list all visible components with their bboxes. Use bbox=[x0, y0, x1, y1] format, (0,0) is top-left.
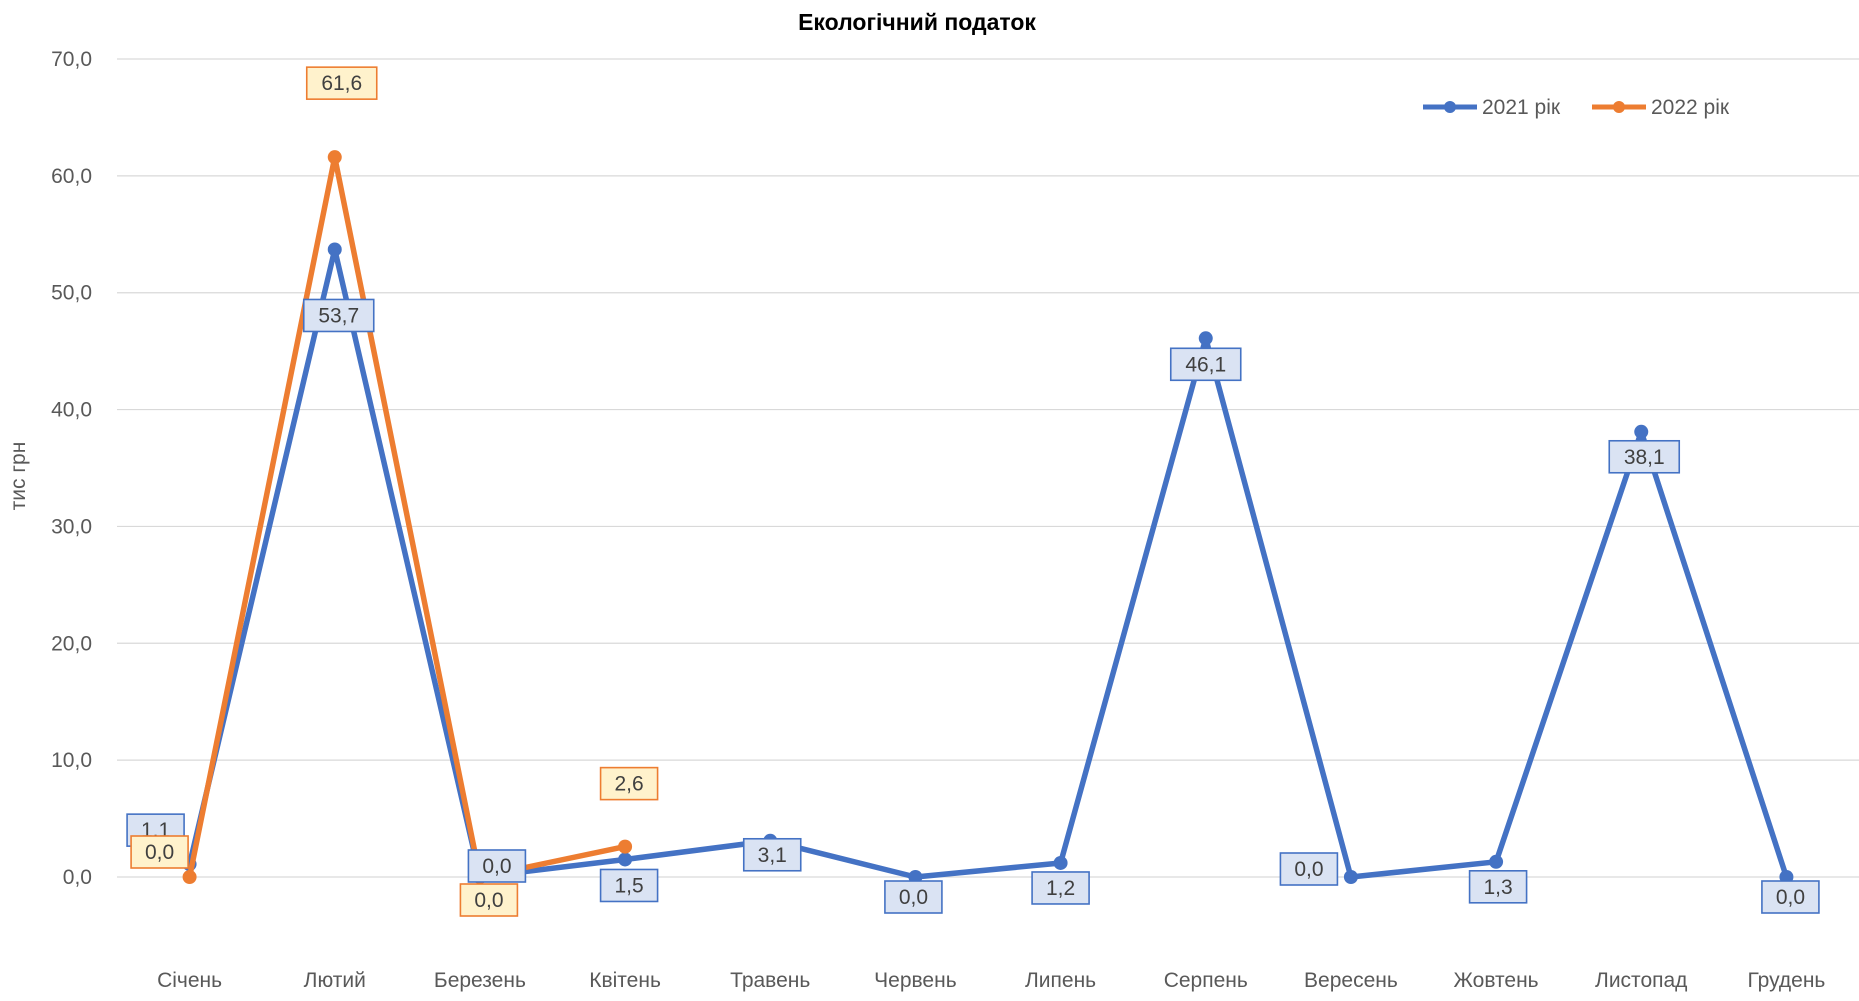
data-label-text: 3,1 bbox=[758, 844, 787, 867]
y-tick-label: 60,0 bbox=[51, 165, 92, 188]
data-point[interactable] bbox=[1198, 331, 1213, 346]
data-label-box bbox=[599, 868, 659, 903]
x-tick-label: Жовтень bbox=[1454, 969, 1539, 992]
data-label-text: 46,1 bbox=[1185, 353, 1226, 376]
legend-label-2022: 2022 рік bbox=[1651, 96, 1730, 119]
data-label-box bbox=[467, 849, 527, 883]
data-label-text: 1,5 bbox=[614, 874, 643, 897]
data-label-box bbox=[1279, 852, 1339, 886]
data-label-text: 0,0 bbox=[474, 889, 503, 912]
data-point[interactable] bbox=[1053, 855, 1068, 870]
data-labels: 1,153,70,01,53,10,0 1,246,10,01,338,10,00… bbox=[126, 66, 1820, 917]
data-label-text: 0,0 bbox=[899, 886, 928, 909]
data-label-box bbox=[742, 837, 802, 872]
data-label-box bbox=[599, 766, 659, 801]
series-2021 bbox=[182, 242, 1794, 884]
data-label: 61,6 bbox=[305, 66, 378, 100]
data-label: 46,1 bbox=[1169, 347, 1242, 382]
data-label-text: 2,6 bbox=[614, 773, 643, 796]
data-point[interactable] bbox=[618, 839, 633, 854]
data-label: 0,0 bbox=[459, 883, 519, 917]
data-point[interactable] bbox=[1489, 854, 1504, 869]
data-label-text: 0,0 bbox=[482, 855, 511, 878]
data-label-box bbox=[1031, 871, 1090, 905]
legend-label-2021: 2021 рік bbox=[1482, 96, 1561, 119]
data-label-text: 0,0 bbox=[1776, 886, 1805, 909]
legend[interactable]: 2021 рік 2022 рік bbox=[1423, 96, 1730, 119]
y-tick-label: 0,0 bbox=[63, 866, 92, 889]
data-label: 3,1 bbox=[742, 837, 802, 872]
gridlines bbox=[117, 58, 1859, 878]
y-tick-label: 20,0 bbox=[51, 632, 92, 655]
data-point[interactable] bbox=[1634, 424, 1649, 439]
data-label-text: 1,3 bbox=[1483, 876, 1512, 899]
data-label: 53,7 bbox=[302, 298, 375, 333]
data-label-box bbox=[305, 66, 378, 100]
y-tick-label: 10,0 bbox=[51, 749, 92, 772]
data-label-text: 0,0 bbox=[1294, 858, 1323, 881]
data-point[interactable] bbox=[182, 870, 197, 884]
x-tick-label: Квітень bbox=[589, 969, 661, 992]
data-label: 0,0 bbox=[467, 849, 527, 883]
data-label-box bbox=[1761, 880, 1820, 914]
data-label: 0,0 bbox=[1761, 880, 1820, 914]
data-label: 0,0 bbox=[1279, 852, 1339, 886]
chart-title: Екологічний податок bbox=[798, 9, 1036, 35]
legend-item-2021[interactable]: 2021 рік bbox=[1423, 96, 1561, 119]
data-label-box bbox=[884, 880, 943, 914]
x-tick-label: Травень bbox=[730, 969, 810, 992]
data-label-text: 38,1 bbox=[1624, 446, 1665, 469]
y-tick-label: 70,0 bbox=[51, 48, 92, 71]
data-label: 38,1 bbox=[1608, 439, 1681, 474]
data-label: 2,6 bbox=[599, 766, 659, 801]
data-point[interactable] bbox=[327, 242, 342, 257]
x-tick-label: Лютий bbox=[304, 969, 366, 992]
series bbox=[182, 150, 1794, 884]
data-label-text: 1,2 bbox=[1046, 877, 1075, 900]
data-label-box bbox=[1169, 347, 1242, 382]
series-2022 bbox=[182, 150, 633, 884]
data-label: 1,2 bbox=[1031, 871, 1090, 905]
y-axis-ticks: 0,0 10,0 20,0 30,0 40,0 50,0 60,0 70,0 bbox=[51, 48, 92, 889]
x-tick-label: Січень bbox=[157, 969, 222, 992]
legend-marker-2022 bbox=[1613, 101, 1625, 113]
y-axis-title: тис грн bbox=[7, 442, 30, 511]
data-label-text: 53,7 bbox=[318, 304, 359, 327]
data-label: 1,5 bbox=[599, 868, 659, 903]
data-label-box bbox=[130, 835, 189, 869]
legend-item-2022[interactable]: 2022 рік bbox=[1592, 96, 1730, 119]
legend-marker-2021 bbox=[1444, 101, 1456, 113]
x-tick-label: Серпень bbox=[1164, 969, 1248, 992]
y-tick-label: 50,0 bbox=[51, 282, 92, 305]
x-axis-ticks: Січень Лютий Березень Квітень Травень Червень… bbox=[157, 969, 1825, 992]
x-tick-label: Липень bbox=[1025, 969, 1096, 992]
data-label-box bbox=[302, 298, 375, 333]
x-tick-label: Червень bbox=[874, 969, 957, 992]
data-point[interactable] bbox=[327, 150, 342, 165]
x-tick-label: Березень bbox=[434, 969, 526, 992]
data-label: 0,0 bbox=[130, 835, 189, 869]
data-label: 1,3 bbox=[1468, 870, 1528, 904]
x-tick-label: Грудень bbox=[1747, 969, 1825, 992]
x-tick-label: Вересень bbox=[1304, 969, 1398, 992]
y-tick-label: 30,0 bbox=[51, 515, 92, 538]
data-point[interactable] bbox=[618, 852, 633, 867]
data-label-box bbox=[459, 883, 519, 917]
y-tick-label: 40,0 bbox=[51, 399, 92, 422]
series-line bbox=[186, 154, 628, 880]
data-label-text: 61,6 bbox=[321, 72, 362, 95]
data-label-box bbox=[1608, 439, 1681, 474]
x-tick-label: Листопад bbox=[1595, 969, 1687, 992]
data-point[interactable] bbox=[1343, 870, 1358, 884]
data-label: 0,0 bbox=[884, 880, 943, 914]
data-label-box bbox=[1468, 870, 1528, 904]
series-line bbox=[186, 246, 1790, 880]
data-label-text: 0,0 bbox=[145, 841, 174, 864]
